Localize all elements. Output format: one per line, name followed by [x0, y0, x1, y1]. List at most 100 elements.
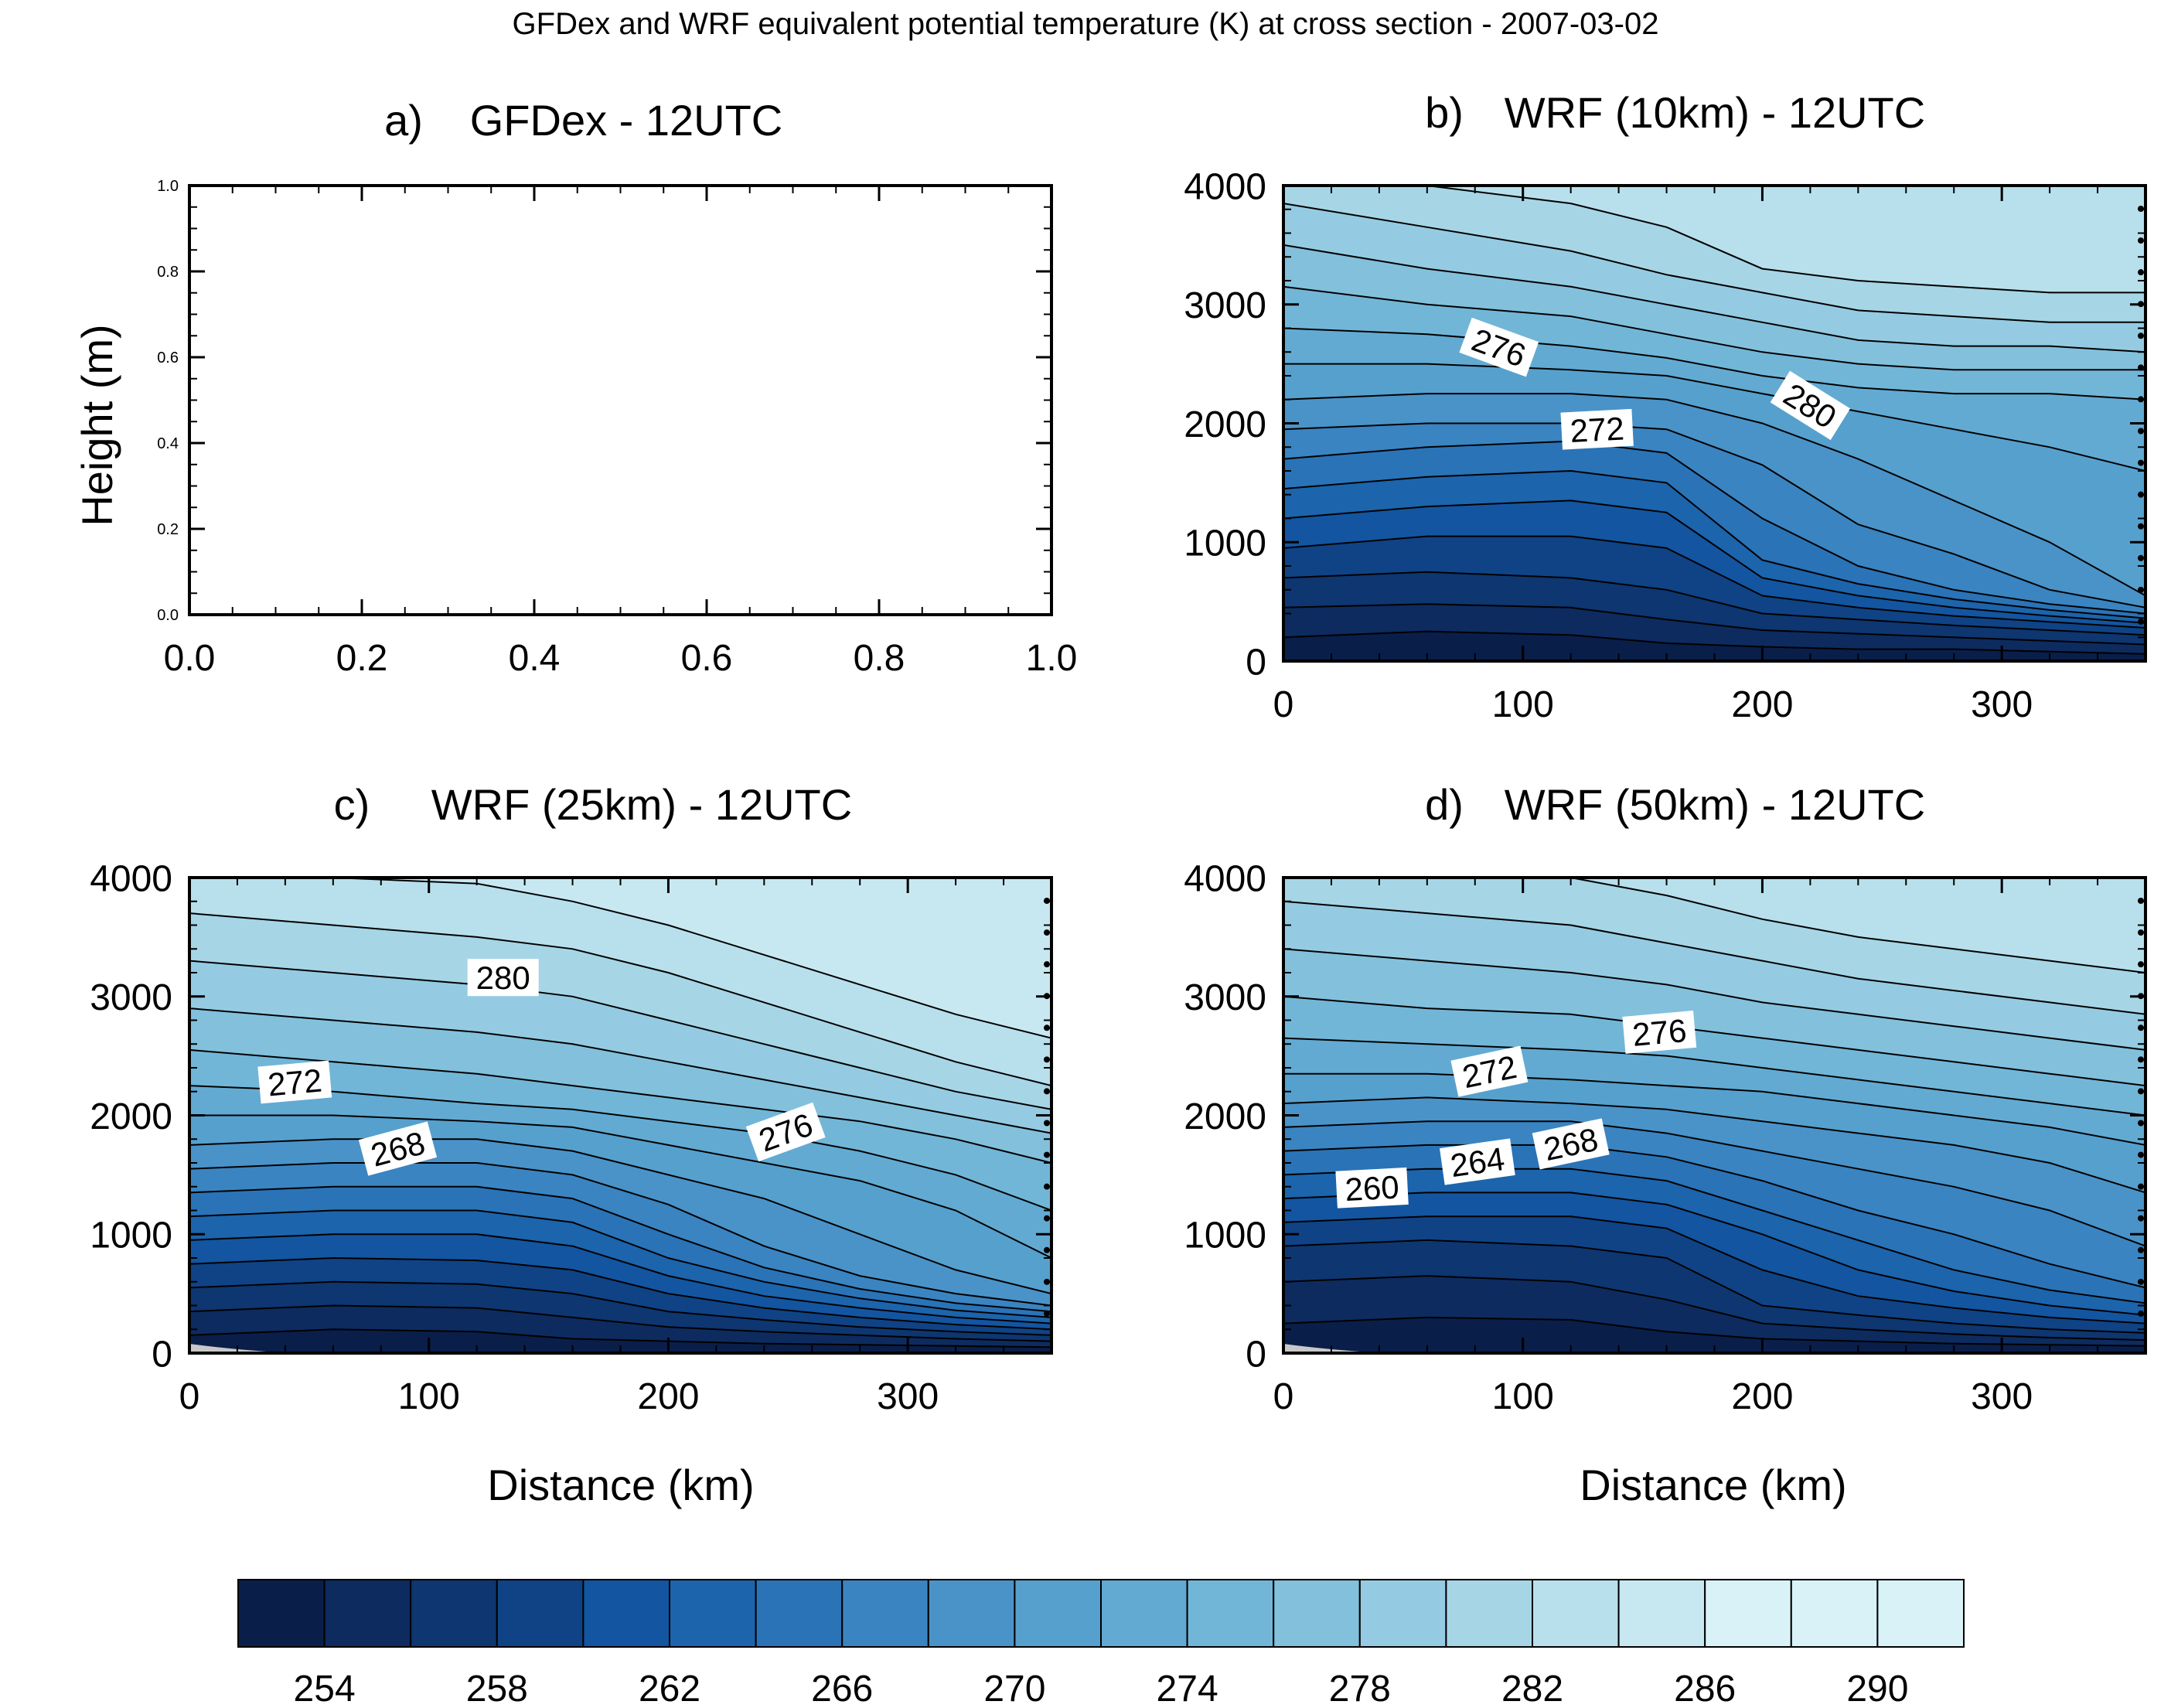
panel-c-title: WRF (25km) - 12UTC [431, 780, 852, 829]
contour-line [189, 1209, 1051, 1318]
y-tick-label: 0 [1246, 1334, 1266, 1375]
edge-marker [2138, 1056, 2144, 1063]
colorbar-box [841, 1579, 929, 1648]
y-tick-label: 3000 [1184, 977, 1266, 1018]
x-tick-label: 0 [179, 1376, 200, 1417]
panel-a-title: GFDex - 12UTC [470, 96, 783, 145]
edge-marker [1044, 1151, 1050, 1158]
contour-label-box [257, 1060, 332, 1104]
contour-label-text: 272 [1569, 410, 1625, 449]
contour-label-text: 260 [1344, 1168, 1399, 1208]
contour-line [189, 1114, 1051, 1259]
colorbar-label: 262 [639, 1669, 700, 1708]
colorbar-box [1790, 1579, 1879, 1648]
terrain-mask [1283, 1344, 1384, 1353]
edge-marker [2138, 1310, 2144, 1317]
colorbar-label: 270 [983, 1669, 1045, 1708]
y-tick-label: 0.8 [157, 264, 179, 281]
colorbar-box [755, 1579, 844, 1648]
contour-line [189, 1233, 1051, 1324]
edge-marker [1044, 1246, 1050, 1253]
y-tick-label: 1000 [1184, 1215, 1266, 1256]
contour-line [1283, 1239, 2145, 1334]
contour-label: 260 [1335, 1167, 1409, 1209]
panel-a: a) GFDex - 12UTC Height (m) 0.0 0.2 0.4 0.6… [73, 96, 1077, 679]
edge-marker [2138, 1024, 2144, 1031]
colorbar-box [1617, 1579, 1706, 1648]
y-tick-label: 2000 [1184, 1096, 1266, 1137]
contour-label-box [1622, 1010, 1697, 1054]
edge-marker [1044, 1120, 1050, 1127]
contour-line [189, 1304, 1051, 1342]
colorbar-label: 266 [811, 1669, 873, 1708]
contour-line [189, 1280, 1051, 1336]
colorbar-box [927, 1579, 1016, 1648]
panel-a-axes: 0.0 0.2 0.4 0.6 0.8 1.0 0.0 0.2 0.4 0.6 0.8 1.0 [157, 178, 1077, 679]
edge-marker [2138, 1215, 2144, 1222]
colorbar: 254 258 262 266 270 274 278 282 286 290 [237, 1579, 1965, 1708]
colorbar-box [1704, 1579, 1792, 1648]
edge-marker [2138, 1151, 2144, 1158]
contour-line [1283, 878, 2145, 973]
contour-label: 276 [1622, 1010, 1697, 1054]
edge-marker [2138, 332, 2144, 339]
panel-d-letter: d) [1425, 780, 1464, 829]
y-tick-label: 0.6 [157, 349, 179, 366]
panel-b-contour-fill [1283, 186, 2145, 661]
edge-marker [1044, 1215, 1050, 1222]
x-tick-label: 0.4 [509, 638, 561, 679]
panel-c-contour-fill [189, 878, 1051, 1353]
contour-label-box [467, 959, 539, 997]
x-tick-label: 0.6 [681, 638, 733, 679]
y-tick-label: 2000 [90, 1096, 172, 1137]
x-tick-label: 100 [1492, 1376, 1554, 1417]
edge-marker [1044, 929, 1050, 936]
colorbar-box [1273, 1579, 1361, 1648]
contour-line [1283, 440, 2145, 615]
contour-line [1283, 1037, 2145, 1117]
edge-marker [2138, 364, 2144, 371]
y-tick-label: 4000 [1184, 166, 1266, 207]
edge-marker [2138, 554, 2144, 561]
contour-label: 264 [1440, 1138, 1515, 1185]
x-tick-label: 300 [877, 1376, 939, 1417]
y-tick-label: 3000 [90, 977, 172, 1018]
contour-label-box [1532, 1118, 1610, 1170]
panel-d-xlabel: Distance (km) [1580, 1461, 1846, 1509]
edge-marker [2138, 618, 2144, 625]
colorbar-box [1358, 1579, 1447, 1648]
x-tick-label: 1.0 [1026, 638, 1078, 679]
contour-label-box [1560, 408, 1634, 450]
colorbar-box [669, 1579, 757, 1648]
contour-label-text: 272 [266, 1062, 323, 1103]
colorbar-box [237, 1579, 325, 1648]
contour-line [1283, 203, 2145, 323]
colorbar-label: 290 [1846, 1669, 1908, 1708]
colorbar-box [1014, 1579, 1103, 1648]
x-tick-label: 100 [398, 1376, 460, 1417]
contour-line [1283, 571, 2145, 636]
edge-marker [2138, 237, 2144, 244]
contour-line [1283, 1096, 2145, 1194]
x-tick-label: 200 [1731, 684, 1793, 725]
colorbar-box [1100, 1579, 1188, 1648]
contour-line [1283, 535, 2145, 629]
contour-line [1283, 244, 2145, 353]
panel-a-ylabel: Height (m) [73, 324, 121, 526]
edge-marker [2138, 269, 2144, 276]
edge-marker [2138, 961, 2144, 968]
colorbar-label: 258 [466, 1669, 528, 1708]
contour-label-box [1335, 1167, 1409, 1209]
y-tick-label: 0.2 [157, 521, 179, 538]
contour-line [1283, 603, 2145, 646]
contour-line [1283, 900, 2145, 1015]
contour-label-box [358, 1121, 438, 1176]
colorbar-box [582, 1579, 671, 1648]
colorbar-label: 254 [294, 1669, 356, 1708]
panel-a-letter: a) [384, 96, 423, 145]
colorbar-box [496, 1579, 584, 1648]
contour-label-box [1770, 370, 1851, 441]
y-tick-label: 3000 [1184, 285, 1266, 326]
y-tick-label: 4000 [90, 858, 172, 899]
